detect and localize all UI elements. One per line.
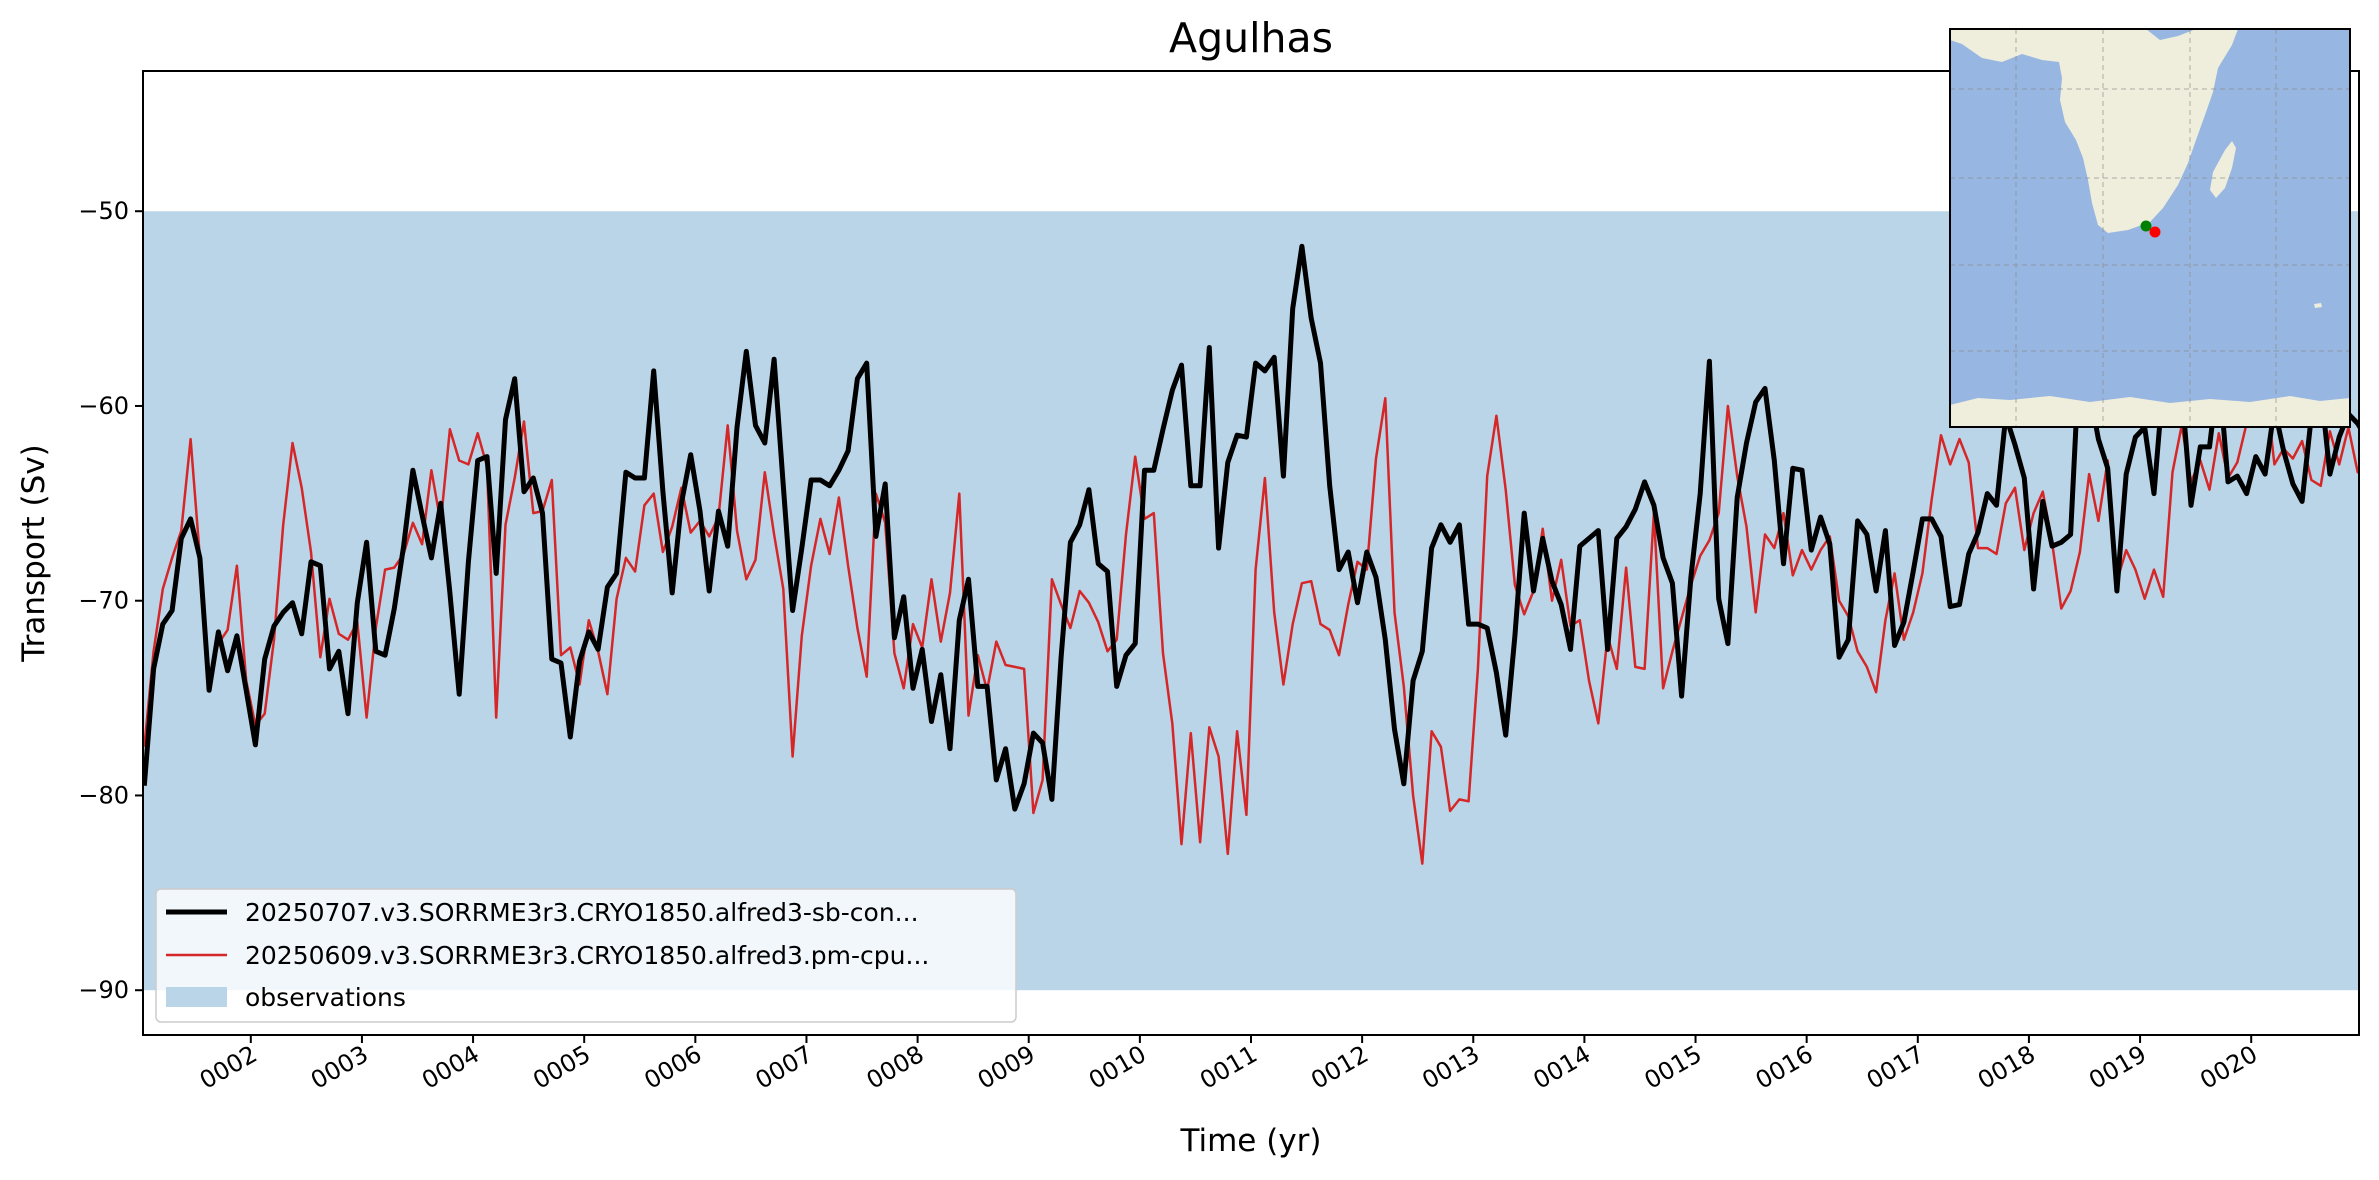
legend: 20250707.v3.SORRME3r3.CRYO1850.alfred3-s… bbox=[155, 888, 1017, 1023]
y-axis-title: Transport (Sv) bbox=[16, 444, 52, 663]
x-tick-label: 0017 bbox=[1862, 1040, 1929, 1095]
y-tick-label: −70 bbox=[78, 587, 129, 615]
x-tick-label: 0009 bbox=[973, 1040, 1040, 1095]
y-tick-label: −60 bbox=[78, 392, 129, 420]
inset-map-marker-red bbox=[2149, 226, 2161, 238]
series-line-1 bbox=[143, 243, 2359, 812]
x-tick-label: 0011 bbox=[1195, 1040, 1262, 1095]
x-tick-label: 0016 bbox=[1751, 1040, 1818, 1095]
legend-label-observations: observations bbox=[245, 983, 406, 1012]
legend-label-series-1: 20250707.v3.SORRME3r3.CRYO1850.alfred3-s… bbox=[245, 898, 919, 927]
inset-map-frame bbox=[1949, 28, 2351, 428]
inset-map bbox=[1949, 28, 2351, 428]
x-tick-label: 0005 bbox=[528, 1040, 595, 1095]
x-tick-label: 0008 bbox=[862, 1040, 929, 1095]
x-tick-label: 0013 bbox=[1417, 1040, 1484, 1095]
x-tick-label: 0014 bbox=[1529, 1040, 1596, 1095]
y-tick-label: −80 bbox=[78, 781, 129, 809]
legend-box bbox=[155, 888, 1017, 1023]
x-axis-title: Time (yr) bbox=[1180, 1123, 1322, 1159]
x-tick-label: 0006 bbox=[639, 1040, 706, 1095]
x-tick-label: 0004 bbox=[417, 1040, 484, 1095]
x-tick-label: 0019 bbox=[2084, 1040, 2151, 1095]
inset-map-island-land bbox=[2314, 303, 2322, 308]
inset-map-antarctica-land bbox=[1950, 396, 2350, 427]
x-tick-label: 0002 bbox=[195, 1040, 262, 1095]
inset-map-africa-land bbox=[1950, 29, 2238, 233]
x-tick-label: 0015 bbox=[1640, 1040, 1707, 1095]
y-tick-label: −90 bbox=[78, 976, 129, 1004]
x-tick-label: 0020 bbox=[2195, 1040, 2262, 1095]
inset-map-gridlines bbox=[1950, 29, 2350, 427]
inset-map-madagascar-land bbox=[2210, 141, 2236, 198]
y-tick-label: −50 bbox=[78, 197, 129, 225]
x-tick-label: 0007 bbox=[751, 1040, 818, 1095]
chart-title: Agulhas bbox=[1169, 14, 1333, 62]
legend-swatch-observations bbox=[166, 987, 227, 1007]
x-tick-label: 0018 bbox=[1973, 1040, 2040, 1095]
x-tick-label: 0012 bbox=[1306, 1040, 1373, 1095]
series-line-2 bbox=[143, 379, 2359, 865]
x-tick-label: 0010 bbox=[1084, 1040, 1151, 1095]
x-tick-label: 0003 bbox=[306, 1040, 373, 1095]
inset-map-marker-green bbox=[2140, 220, 2152, 232]
legend-label-series-2: 20250609.v3.SORRME3r3.CRYO1850.alfred3.p… bbox=[245, 941, 929, 970]
